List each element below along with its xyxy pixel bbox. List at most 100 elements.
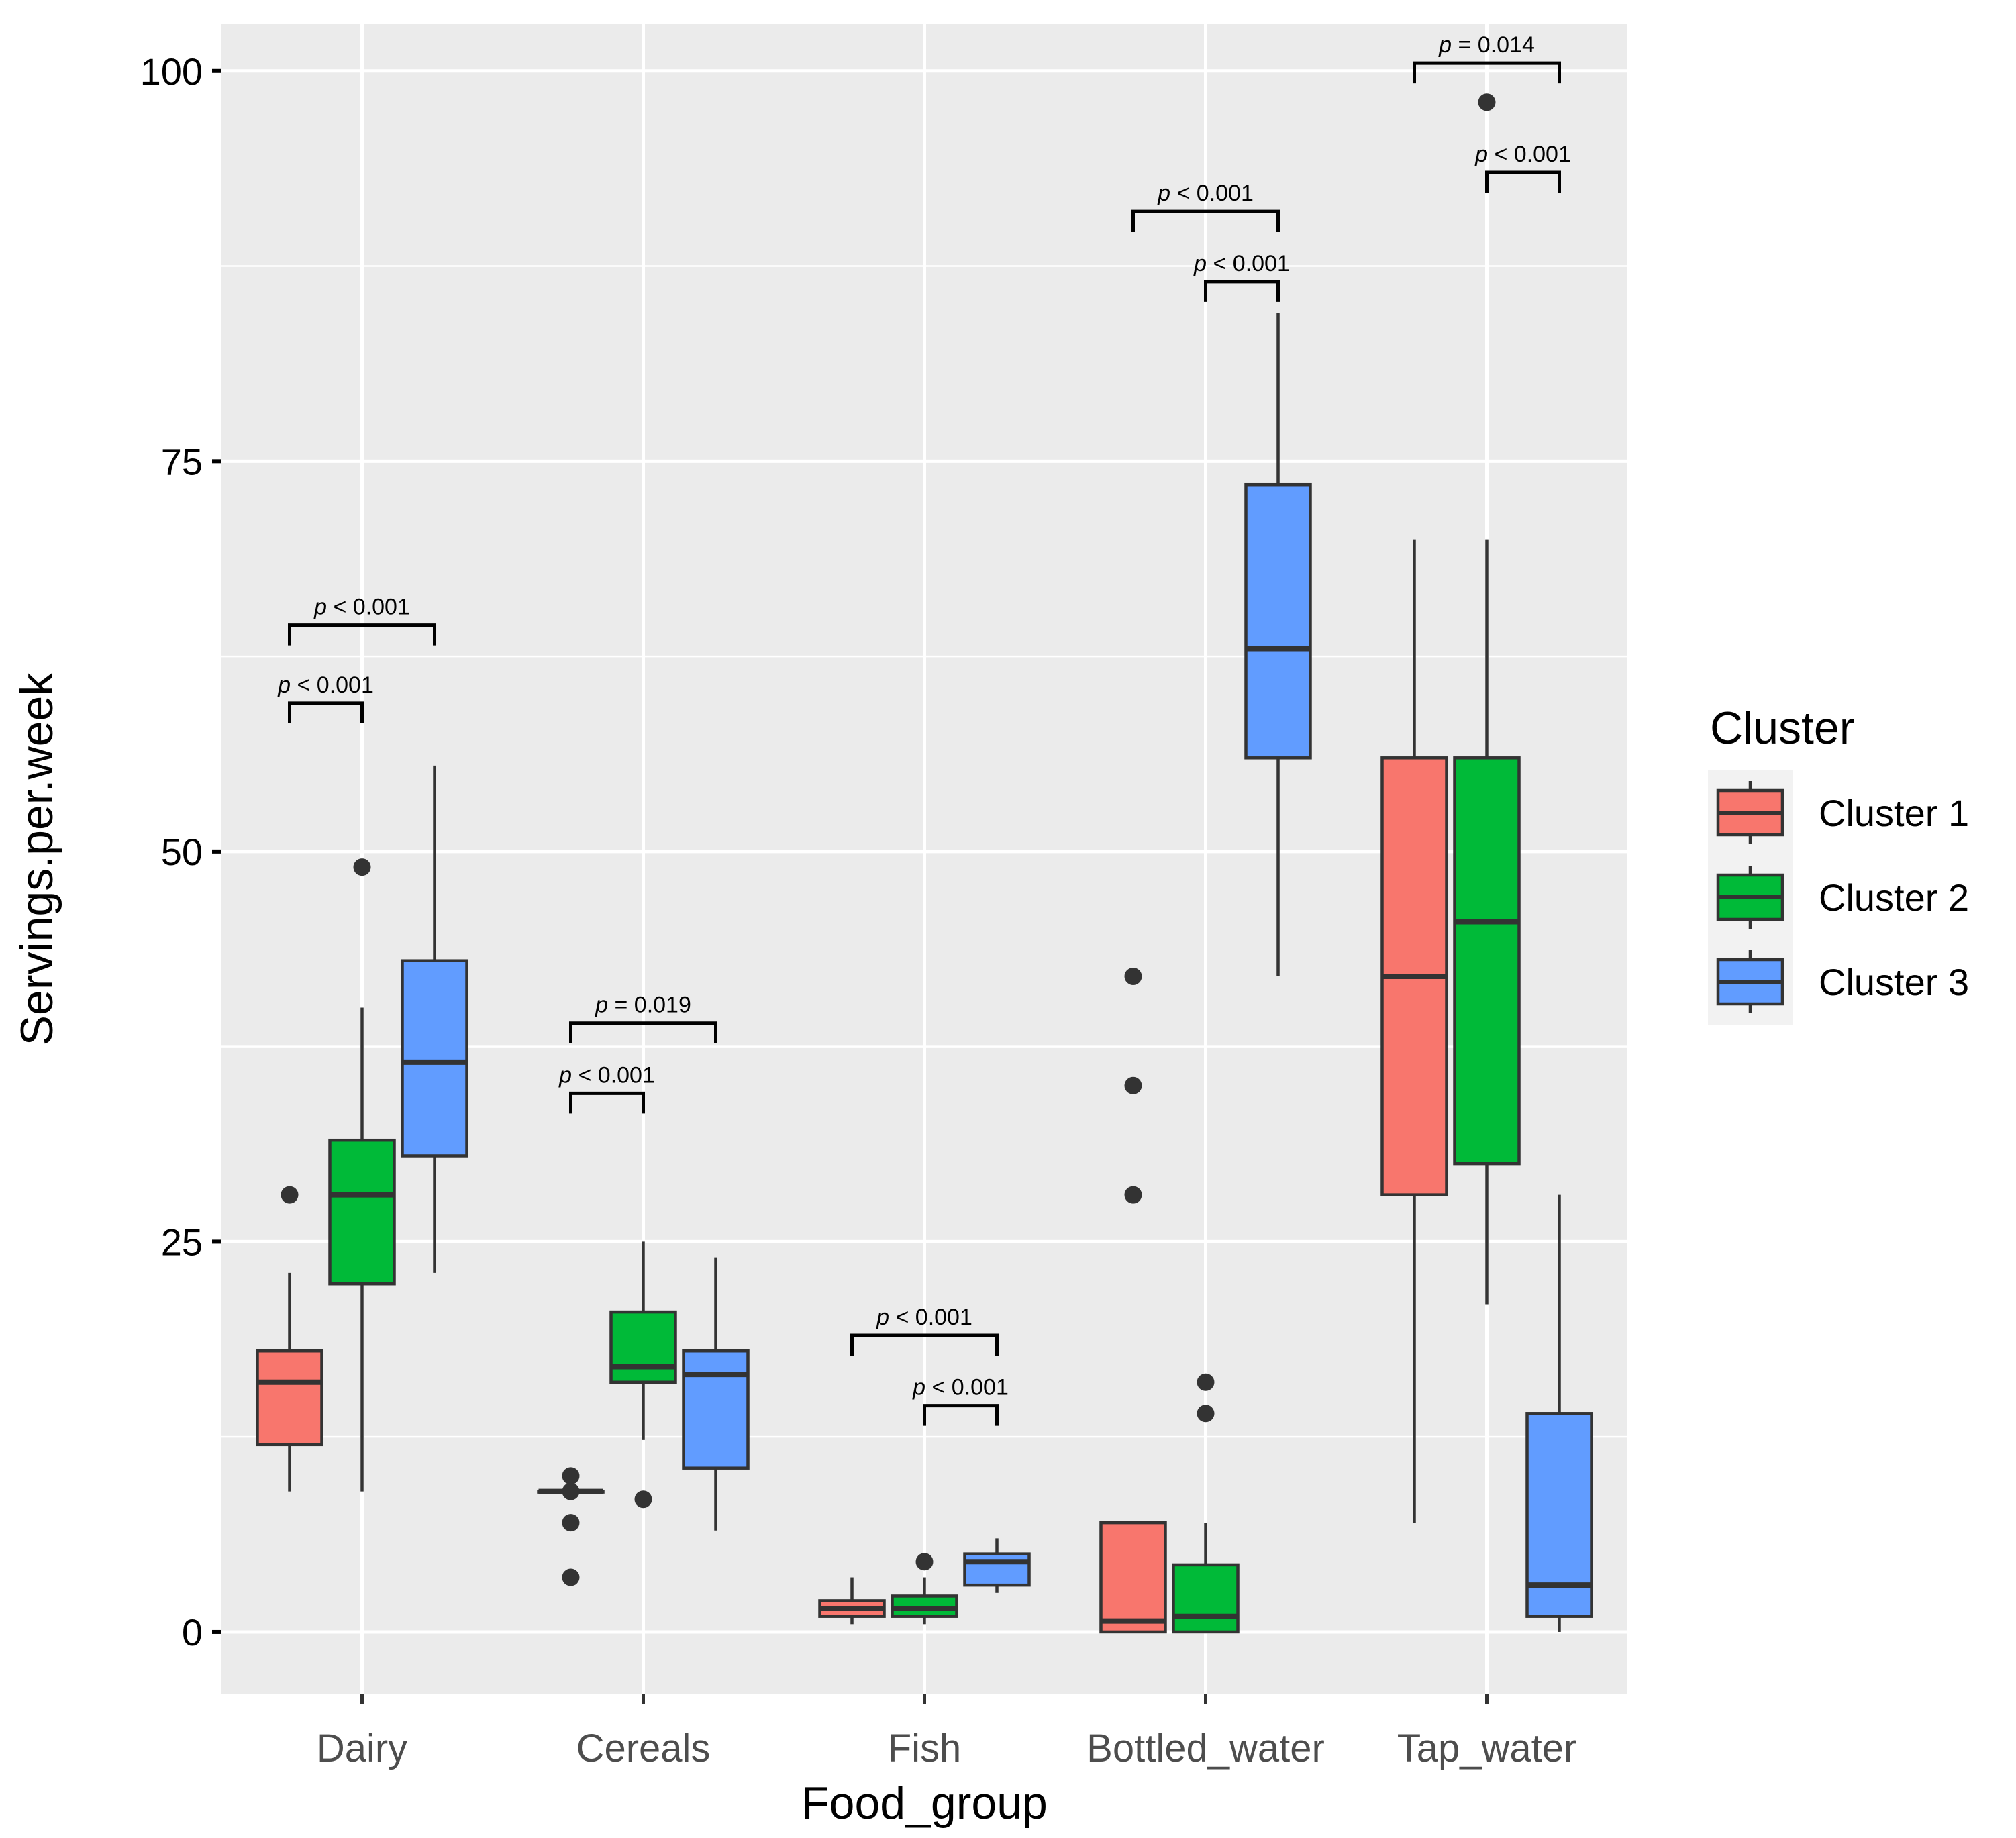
significance-bracket: p = 0.019 <box>569 992 717 1043</box>
outlier-point <box>562 1467 580 1485</box>
outlier-point <box>562 1568 580 1586</box>
bracket-line <box>1204 280 1280 302</box>
bracket-line <box>1413 61 1561 84</box>
p-symbol: p <box>876 1305 889 1330</box>
outlier-point <box>915 1553 934 1571</box>
box-series <box>256 93 1593 1634</box>
legend-item-cluster-3: Cluster 3 <box>1716 950 1969 1013</box>
significance-bracket: p < 0.001 <box>850 1305 999 1356</box>
bracket-line <box>569 1021 717 1043</box>
x-tick-label: Cereals <box>576 1727 711 1770</box>
outlier-point <box>1124 1186 1142 1204</box>
bracket-line <box>288 701 364 723</box>
box-body <box>682 1349 750 1470</box>
x-tick-label: Bottled_water <box>1087 1727 1325 1770</box>
p-value: < 0.001 <box>925 1375 1009 1400</box>
bracket-line <box>923 1404 999 1426</box>
p-value: < 0.001 <box>572 1062 655 1088</box>
bracket-line <box>569 1091 645 1114</box>
legend-title: Cluster <box>1710 703 1854 754</box>
box-fish-cluster-3 <box>963 1538 1031 1593</box>
box-body <box>1244 482 1312 760</box>
significance-bracket: p < 0.001 <box>1193 251 1290 302</box>
p-value: < 0.001 <box>291 672 374 698</box>
box-dairy-cluster-1 <box>256 1186 323 1492</box>
y-tick-label: 50 <box>161 831 203 873</box>
box-tap_water-cluster-1 <box>1380 539 1448 1523</box>
box-cereals-cluster-2 <box>609 1241 677 1509</box>
p-value-label: p < 0.001 <box>1157 181 1254 206</box>
box-tap_water-cluster-3 <box>1525 1194 1593 1632</box>
box-tap_water-cluster-2 <box>1453 93 1521 1305</box>
x-axis-title: Food_group <box>801 1778 1048 1829</box>
box-body <box>328 1138 396 1286</box>
p-value: < 0.001 <box>889 1305 972 1330</box>
p-value: < 0.001 <box>1488 142 1571 167</box>
bracket-line <box>1485 170 1561 193</box>
significance-bracket: p < 0.001 <box>912 1375 1009 1426</box>
box-body <box>609 1310 677 1384</box>
p-value-label: p < 0.001 <box>277 672 374 698</box>
x-axis: Dairy Cereals Fish Bottled_water Tap_water <box>317 1694 1576 1770</box>
p-value-label: p < 0.001 <box>1474 142 1571 167</box>
bracket-line <box>850 1333 999 1356</box>
p-value: = 0.014 <box>1452 32 1535 58</box>
p-symbol: p <box>912 1375 925 1400</box>
outlier-point <box>281 1186 299 1204</box>
box-fish-cluster-2 <box>891 1553 958 1625</box>
outlier-point <box>562 1482 580 1500</box>
significance-bracket: p < 0.001 <box>1131 181 1280 232</box>
y-axis-title: Servings.per.week <box>11 672 62 1046</box>
x-tick-label: Tap_water <box>1397 1727 1577 1770</box>
p-value-label: p = 0.014 <box>1438 32 1535 58</box>
outlier-point <box>1197 1405 1215 1423</box>
p-value-label: p < 0.001 <box>558 1062 655 1088</box>
box-body <box>1172 1563 1240 1634</box>
box-body <box>401 959 468 1158</box>
legend-item-cluster-2: Cluster 2 <box>1716 866 1969 929</box>
p-value: = 0.019 <box>608 992 691 1018</box>
legend-item-cluster-1: Cluster 1 <box>1716 781 1969 844</box>
y-tick-label: 100 <box>140 50 203 93</box>
legend-label: Cluster 2 <box>1819 876 1969 919</box>
outlier-point <box>1197 1373 1215 1391</box>
p-value: < 0.001 <box>1170 181 1254 206</box>
outlier-point <box>1478 93 1496 111</box>
p-symbol: p <box>277 672 291 698</box>
p-symbol: p <box>1193 251 1207 276</box>
legend-label: Cluster 1 <box>1819 792 1969 834</box>
box-body <box>1099 1521 1167 1634</box>
p-symbol: p <box>558 1062 572 1088</box>
y-tick-label: 75 <box>161 440 203 482</box>
outlier-point <box>562 1514 580 1532</box>
box-fish-cluster-1 <box>818 1577 886 1625</box>
box-cereals-cluster-3 <box>682 1257 750 1531</box>
x-tick-label: Dairy <box>317 1727 407 1770</box>
y-axis: 0 25 50 75 100 <box>140 50 221 1653</box>
box-bottled_water-cluster-3 <box>1244 313 1312 976</box>
box-bottled_water-cluster-1 <box>1099 967 1167 1634</box>
p-symbol: p <box>313 595 327 620</box>
significance-bracket: p < 0.001 <box>288 595 436 646</box>
p-value-label: p < 0.001 <box>876 1305 972 1330</box>
y-tick-label: 25 <box>161 1221 203 1263</box>
p-value: < 0.001 <box>327 595 410 620</box>
y-tick-label: 0 <box>182 1611 203 1653</box>
bracket-line <box>1131 209 1280 232</box>
outlier-point <box>353 858 371 876</box>
legend: Cluster Cluster 1 Cluster 2 Cluster 3 <box>1708 703 1969 1025</box>
box-dairy-cluster-3 <box>401 765 468 1273</box>
outlier-point <box>634 1490 652 1509</box>
p-symbol: p <box>595 992 608 1018</box>
p-symbol: p <box>1438 32 1452 58</box>
bracket-line <box>288 623 436 646</box>
p-symbol: p <box>1157 181 1170 206</box>
p-value-label: p < 0.001 <box>912 1375 1009 1400</box>
legend-label: Cluster 3 <box>1819 961 1969 1003</box>
box-body <box>963 1552 1031 1587</box>
box-dairy-cluster-2 <box>328 858 396 1492</box>
box-body <box>256 1349 323 1447</box>
outlier-point <box>1124 967 1142 985</box>
box-bottled_water-cluster-2 <box>1172 1373 1240 1634</box>
